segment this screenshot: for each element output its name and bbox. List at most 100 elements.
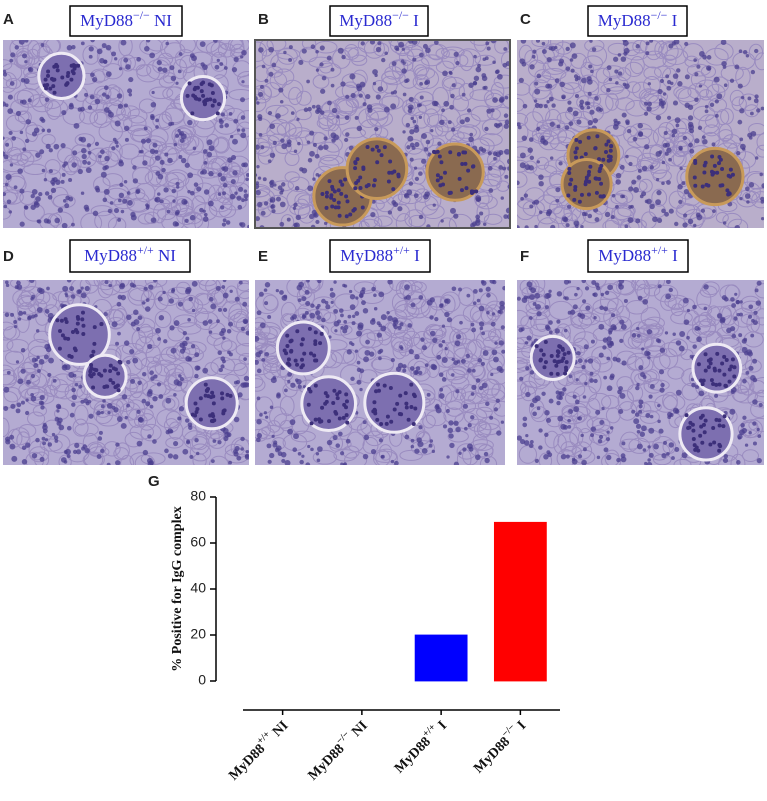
label-base: MyD88 [339,11,392,30]
tubule [159,40,182,59]
tubule [3,373,17,386]
nucleus [269,123,276,130]
nucleus [20,347,26,353]
nucleus [636,443,643,450]
nucleus [171,188,177,194]
nucleus [274,447,280,453]
nucleus [517,125,522,130]
tubule [89,398,107,411]
nucleus [44,97,50,102]
nucleus [607,284,613,291]
tubule [595,67,611,84]
nucleus [687,115,694,121]
nucleus [244,454,249,458]
nucleus [107,411,111,415]
nucleus [603,306,608,312]
tubule [290,430,316,443]
nucleus [626,128,632,134]
nucleus [330,204,335,209]
nucleus [105,44,112,51]
nucleus [601,157,606,162]
nucleus [594,96,599,101]
nucleus [413,369,419,376]
nucleus [604,142,609,147]
nucleus [735,299,741,305]
nucleus [309,312,316,319]
nucleus [66,70,71,75]
nucleus [703,368,708,373]
nucleus [622,40,627,43]
nucleus [60,75,65,80]
tubule [462,304,482,323]
nucleus [115,144,119,148]
nucleus [63,460,68,464]
nucleus [121,394,128,400]
nucleus [606,336,612,342]
nucleus [269,152,276,158]
nucleus [235,380,240,385]
tubule [228,155,249,175]
nucleus [648,427,655,434]
nucleus [46,69,51,74]
nucleus [538,103,543,109]
nucleus [409,142,415,148]
tubule [270,52,295,73]
nucleus [391,61,397,67]
nucleus [187,357,193,362]
nucleus [475,378,481,383]
nucleus [60,333,65,338]
nucleus [34,313,38,318]
nucleus [371,183,376,188]
nucleus [744,193,751,199]
nucleus [100,149,105,155]
nucleus [361,287,366,292]
nucleus [517,225,520,228]
tubule [537,210,557,225]
nucleus [35,196,41,202]
nucleus [226,432,232,438]
nucleus [103,85,109,90]
nucleus [589,378,594,383]
nucleus [693,58,697,62]
tubule [479,455,498,465]
tubule [545,109,562,129]
nucleus [678,147,683,151]
nucleus [283,294,288,299]
nucleus [459,188,464,193]
tubule [553,433,567,455]
nucleus [466,108,472,113]
nucleus [678,345,685,352]
nucleus [587,358,594,364]
nucleus [240,97,246,103]
nucleus [113,367,118,372]
nucleus [736,312,740,317]
nucleus [318,145,324,151]
nucleus [418,214,424,220]
nucleus [645,412,651,418]
nucleus [566,193,571,198]
nucleus [409,404,414,409]
tubule [193,293,218,315]
tubule [16,295,40,315]
tubule [312,74,330,89]
nucleus [9,58,14,63]
nucleus [196,186,202,192]
nucleus [576,119,582,125]
tubule [380,75,398,94]
nucleus [676,68,681,73]
nucleus [305,300,311,307]
nucleus [684,74,690,80]
nucleus [546,209,553,215]
nucleus [692,344,697,349]
nucleus [296,117,300,121]
nucleus [126,314,132,321]
tubule [742,449,760,463]
nucleus [77,107,83,112]
tubule [654,40,668,59]
nucleus [549,353,554,358]
tubule [408,214,426,228]
nucleus [108,369,113,374]
nucleus [214,64,220,70]
nucleus [280,138,285,143]
tubule [296,90,312,106]
